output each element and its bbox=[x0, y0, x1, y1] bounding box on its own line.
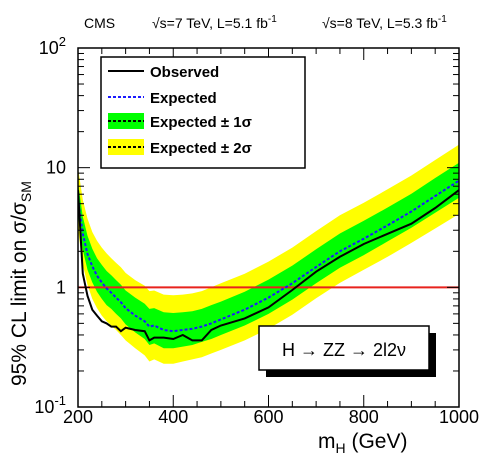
x-tick-label: 1000 bbox=[439, 407, 479, 427]
channel-box-frame bbox=[258, 325, 430, 371]
y-tick-labels: 10-1 1 10 102 bbox=[34, 34, 66, 417]
observed-curve bbox=[78, 189, 459, 342]
legend-2sigma-label: Expected ± 2σ bbox=[150, 140, 252, 157]
limit-curves bbox=[78, 179, 459, 342]
x-tick-label: 800 bbox=[349, 407, 379, 427]
x-tick-label: 400 bbox=[158, 407, 188, 427]
legend-1sigma-label: Expected ± 1σ bbox=[150, 114, 252, 131]
channel-box: H → ZZ → 2l2ν bbox=[258, 325, 436, 377]
y-tick-label: 10-1 bbox=[34, 393, 66, 417]
y-tick-label: 102 bbox=[39, 34, 66, 58]
energy-7tev-label: √s=7 TeV, L=5.1 fb-1 bbox=[152, 14, 277, 31]
band-2sigma bbox=[78, 144, 459, 364]
expected-curve bbox=[78, 179, 459, 333]
experiment-label: CMS bbox=[84, 15, 115, 31]
band-1sigma bbox=[78, 162, 459, 349]
x-tick-label: 600 bbox=[253, 407, 283, 427]
x-tick-label: 200 bbox=[63, 407, 93, 427]
legend-expected-label: Expected bbox=[150, 90, 217, 107]
energy-8tev-label: √s=8 TeV, L=5.3 fb-1 bbox=[322, 14, 447, 31]
y-axis-title: 95% CL limit on σ/σSM bbox=[8, 181, 34, 386]
legend: Observed Expected Expected ± 1σ Expected… bbox=[100, 56, 306, 169]
x-axis-title: mH (GeV) bbox=[318, 430, 407, 456]
x-tick-labels: 200 400 600 800 1000 bbox=[63, 407, 479, 427]
channel-label: H → ZZ → 2l2ν bbox=[282, 340, 406, 360]
y-tick-label: 1 bbox=[56, 277, 66, 297]
legend-observed-label: Observed bbox=[150, 64, 219, 81]
y-tick-label: 10 bbox=[46, 158, 66, 178]
expected-bands bbox=[78, 144, 459, 364]
axis-ticks bbox=[77, 48, 460, 408]
